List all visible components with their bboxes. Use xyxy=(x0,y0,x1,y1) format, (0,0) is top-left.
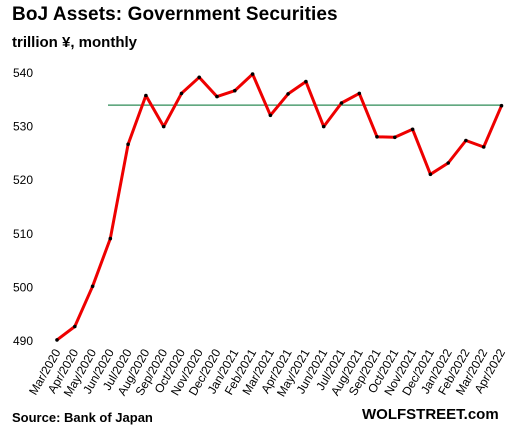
data-point xyxy=(499,103,504,108)
data-point xyxy=(375,135,379,139)
brand-watermark: WOLFSTREET.com xyxy=(362,406,499,423)
y-tick-label: 530 xyxy=(13,120,33,134)
y-tick-label: 520 xyxy=(13,173,33,187)
data-point xyxy=(428,172,433,177)
y-tick-label: 540 xyxy=(13,66,33,80)
data-point xyxy=(233,88,237,93)
data-point xyxy=(357,91,362,96)
chart-title: BoJ Assets: Government Securities xyxy=(12,4,338,25)
y-tick-label: 490 xyxy=(13,334,33,348)
series-line xyxy=(55,72,503,342)
data-point xyxy=(108,236,113,241)
data-point xyxy=(126,142,130,147)
data-point xyxy=(321,124,326,129)
data-point xyxy=(393,135,397,140)
data-point xyxy=(197,75,201,80)
data-point xyxy=(286,92,290,96)
data-point xyxy=(144,93,148,98)
data-point xyxy=(481,145,486,149)
data-point xyxy=(179,91,184,96)
data-point xyxy=(410,127,415,132)
y-tick-label: 500 xyxy=(13,280,33,294)
data-point xyxy=(339,101,344,105)
data-point xyxy=(55,338,59,342)
source-note: Source: Bank of Japan xyxy=(12,410,153,425)
data-point xyxy=(90,284,95,289)
series-group xyxy=(55,72,504,342)
data-point xyxy=(464,138,468,143)
data-point xyxy=(446,161,451,165)
data-point xyxy=(304,79,308,84)
data-point xyxy=(268,113,273,118)
x-tick-labels: Mar/2020Apr/2020May/2020Jun/2020Jul/2020… xyxy=(26,346,508,399)
data-point xyxy=(215,94,219,99)
data-point xyxy=(161,124,166,129)
y-tick-labels: 490 500 510 520 530 540 xyxy=(13,66,33,348)
data-point xyxy=(73,324,77,329)
y-tick-label: 510 xyxy=(13,227,33,241)
data-point xyxy=(250,72,255,76)
chart-subtitle: trillion ¥, monthly xyxy=(12,34,138,51)
